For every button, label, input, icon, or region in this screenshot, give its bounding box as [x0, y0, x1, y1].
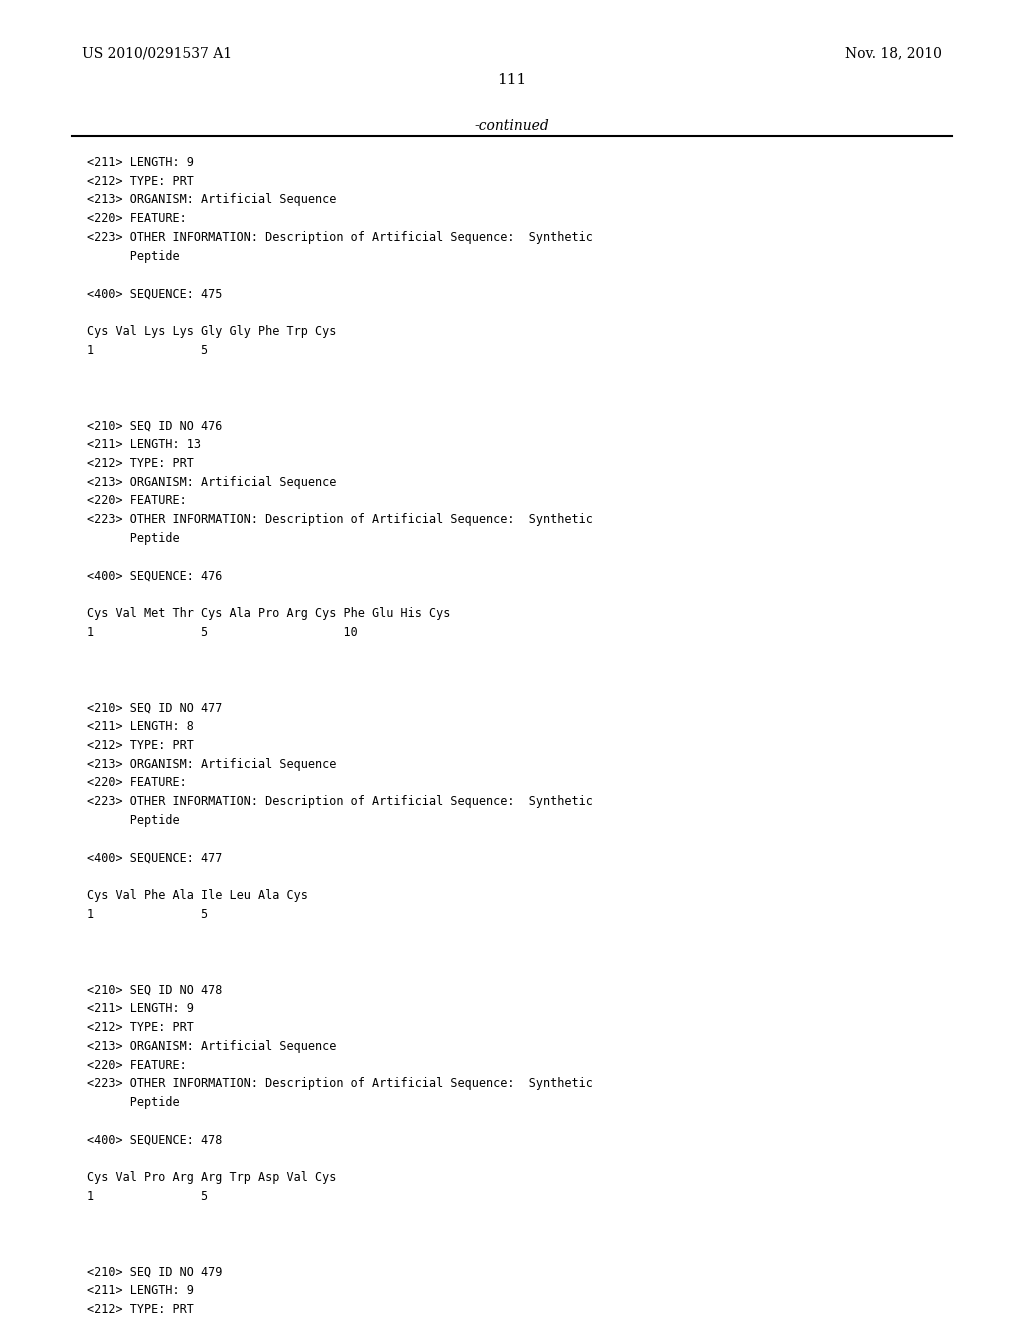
Text: <223> OTHER INFORMATION: Description of Artificial Sequence:  Synthetic: <223> OTHER INFORMATION: Description of … [87, 1077, 593, 1090]
Text: <400> SEQUENCE: 475: <400> SEQUENCE: 475 [87, 288, 222, 301]
Text: Nov. 18, 2010: Nov. 18, 2010 [845, 46, 942, 61]
Text: <223> OTHER INFORMATION: Description of Artificial Sequence:  Synthetic: <223> OTHER INFORMATION: Description of … [87, 231, 593, 244]
Text: <212> TYPE: PRT: <212> TYPE: PRT [87, 174, 194, 187]
Text: <400> SEQUENCE: 477: <400> SEQUENCE: 477 [87, 851, 222, 865]
Text: <211> LENGTH: 9: <211> LENGTH: 9 [87, 1002, 194, 1015]
Text: 1               5: 1 5 [87, 908, 208, 921]
Text: <211> LENGTH: 9: <211> LENGTH: 9 [87, 156, 194, 169]
Text: <220> FEATURE:: <220> FEATURE: [87, 776, 186, 789]
Text: 1               5                   10: 1 5 10 [87, 626, 357, 639]
Text: Cys Val Met Thr Cys Ala Pro Arg Cys Phe Glu His Cys: Cys Val Met Thr Cys Ala Pro Arg Cys Phe … [87, 607, 451, 620]
Text: 1               5: 1 5 [87, 343, 208, 356]
Text: Cys Val Phe Ala Ile Leu Ala Cys: Cys Val Phe Ala Ile Leu Ala Cys [87, 890, 308, 903]
Text: <212> TYPE: PRT: <212> TYPE: PRT [87, 1303, 194, 1316]
Text: Peptide: Peptide [87, 532, 179, 545]
Text: <210> SEQ ID NO 479: <210> SEQ ID NO 479 [87, 1266, 222, 1279]
Text: Cys Val Pro Arg Arg Trp Asp Val Cys: Cys Val Pro Arg Arg Trp Asp Val Cys [87, 1171, 337, 1184]
Text: <223> OTHER INFORMATION: Description of Artificial Sequence:  Synthetic: <223> OTHER INFORMATION: Description of … [87, 513, 593, 527]
Text: Peptide: Peptide [87, 814, 179, 828]
Text: <213> ORGANISM: Artificial Sequence: <213> ORGANISM: Artificial Sequence [87, 758, 337, 771]
Text: 1               5: 1 5 [87, 1191, 208, 1204]
Text: US 2010/0291537 A1: US 2010/0291537 A1 [82, 46, 232, 61]
Text: <210> SEQ ID NO 477: <210> SEQ ID NO 477 [87, 701, 222, 714]
Text: <211> LENGTH: 9: <211> LENGTH: 9 [87, 1284, 194, 1298]
Text: Cys Val Lys Lys Gly Gly Phe Trp Cys: Cys Val Lys Lys Gly Gly Phe Trp Cys [87, 325, 337, 338]
Text: 111: 111 [498, 73, 526, 87]
Text: Peptide: Peptide [87, 1096, 179, 1109]
Text: <223> OTHER INFORMATION: Description of Artificial Sequence:  Synthetic: <223> OTHER INFORMATION: Description of … [87, 795, 593, 808]
Text: <213> ORGANISM: Artificial Sequence: <213> ORGANISM: Artificial Sequence [87, 193, 337, 206]
Text: <210> SEQ ID NO 476: <210> SEQ ID NO 476 [87, 418, 222, 432]
Text: Peptide: Peptide [87, 249, 179, 263]
Text: <220> FEATURE:: <220> FEATURE: [87, 213, 186, 226]
Text: <212> TYPE: PRT: <212> TYPE: PRT [87, 1020, 194, 1034]
Text: <400> SEQUENCE: 476: <400> SEQUENCE: 476 [87, 569, 222, 582]
Text: <210> SEQ ID NO 478: <210> SEQ ID NO 478 [87, 983, 222, 997]
Text: -continued: -continued [475, 119, 549, 133]
Text: <211> LENGTH: 8: <211> LENGTH: 8 [87, 719, 194, 733]
Text: <220> FEATURE:: <220> FEATURE: [87, 1059, 186, 1072]
Text: <220> FEATURE:: <220> FEATURE: [87, 494, 186, 507]
Text: <213> ORGANISM: Artificial Sequence: <213> ORGANISM: Artificial Sequence [87, 1040, 337, 1053]
Text: <212> TYPE: PRT: <212> TYPE: PRT [87, 739, 194, 752]
Text: <212> TYPE: PRT: <212> TYPE: PRT [87, 457, 194, 470]
Text: <213> ORGANISM: Artificial Sequence: <213> ORGANISM: Artificial Sequence [87, 475, 337, 488]
Text: <400> SEQUENCE: 478: <400> SEQUENCE: 478 [87, 1134, 222, 1147]
Text: <211> LENGTH: 13: <211> LENGTH: 13 [87, 438, 201, 451]
